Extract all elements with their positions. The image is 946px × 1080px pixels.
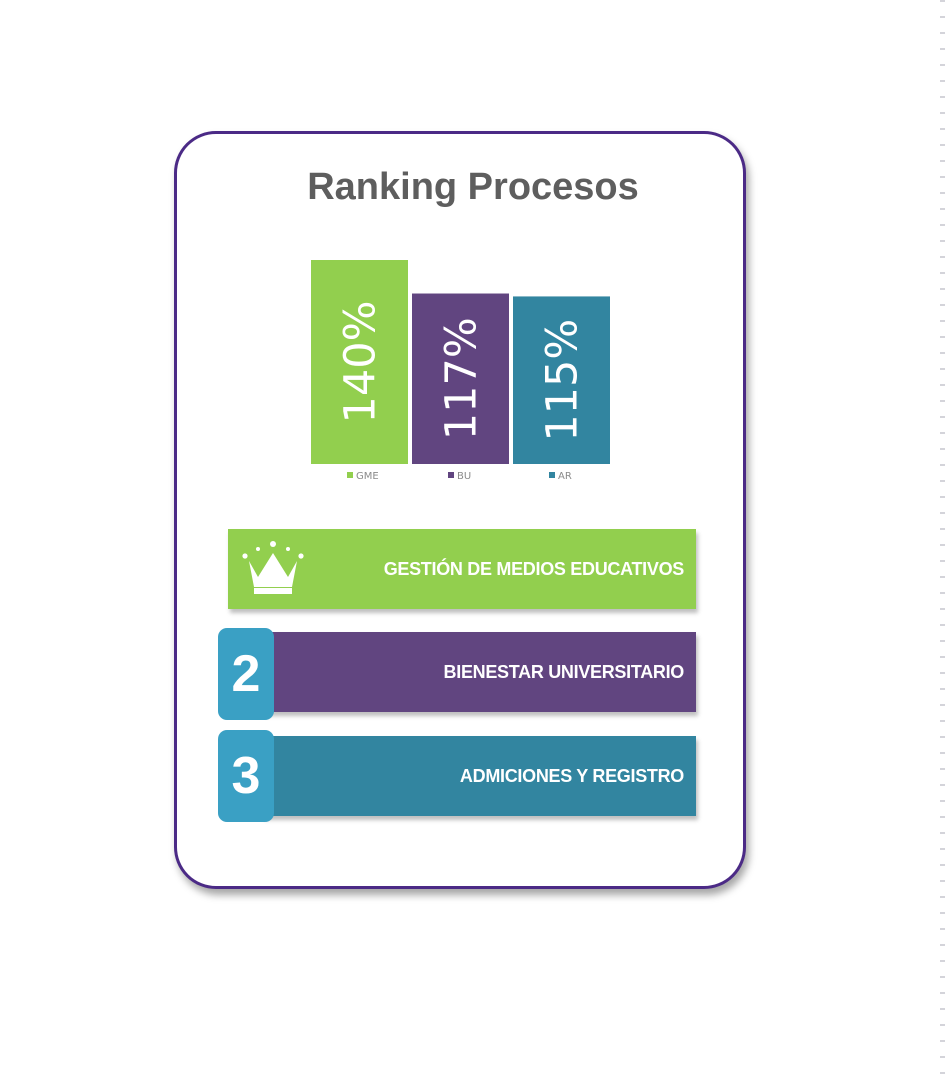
rank-1-bar: GESTIÓN DE MEDIOS EDUCATIVOS (228, 529, 696, 609)
rank-2-badge: 2 (218, 628, 274, 720)
rank-3-bar: ADMICIONES Y REGISTRO (262, 736, 696, 816)
rank-3-label: ADMICIONES Y REGISTRO (459, 766, 684, 786)
rank-2-bar: BIENESTAR UNIVERSITARIO (262, 632, 696, 712)
legend-swatch-gme (347, 472, 353, 478)
legend-swatch-bu (448, 472, 454, 478)
bar-gme (311, 260, 408, 464)
bar-value-label-bu: 117% (437, 317, 487, 440)
bar-value-label-gme: 140% (336, 301, 386, 424)
bar-bu (412, 293, 509, 464)
page-edge-dashes (940, 0, 945, 1080)
crown-icon (242, 541, 304, 594)
chart-title: Ranking Procesos (307, 166, 639, 208)
bar-value-label-ar: 115% (538, 319, 588, 442)
legend-swatch-ar (549, 472, 555, 478)
legend-label-bu: BU (457, 471, 471, 482)
rank-2-label: BIENESTAR UNIVERSITARIO (443, 662, 685, 682)
rank-3-badge: 3 (218, 730, 274, 822)
rank-1-label: GESTIÓN DE MEDIOS EDUCATIVOS (383, 559, 685, 579)
legend-label-gme: GME (356, 471, 379, 482)
bar-ar (513, 296, 610, 464)
legend-label-ar: AR (558, 471, 572, 482)
